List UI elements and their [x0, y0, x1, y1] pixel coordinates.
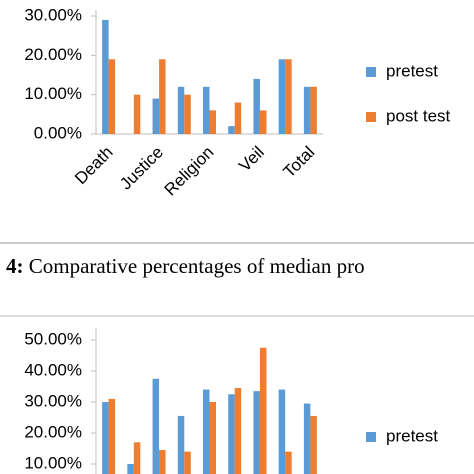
- bar: [127, 464, 134, 474]
- bar: [303, 403, 311, 474]
- x-tick-label: Total: [280, 143, 319, 182]
- legend-label: post test: [386, 106, 451, 125]
- bar: [259, 347, 267, 474]
- bar: [253, 391, 260, 474]
- bar: [159, 450, 166, 474]
- bar: [303, 86, 311, 134]
- bar: [310, 86, 317, 134]
- bar: [209, 402, 216, 474]
- bar: [285, 59, 292, 135]
- bar: [278, 389, 286, 474]
- caption-text: Comparative percentages of median pro: [29, 254, 365, 278]
- bar: [108, 398, 116, 474]
- bar: [177, 86, 185, 134]
- bar: [108, 59, 116, 135]
- bar: [177, 415, 185, 474]
- y-tick-label: 30.00%: [24, 5, 82, 24]
- y-tick-label: 20.00%: [24, 45, 82, 64]
- bar: [310, 415, 317, 474]
- y-tick-label: 20.00%: [24, 422, 82, 441]
- bar: [184, 94, 191, 134]
- x-tick-label: Justice: [116, 143, 167, 194]
- caption-number: 4:: [6, 254, 24, 278]
- bar: [278, 59, 286, 135]
- y-tick-label: 0.00%: [34, 123, 82, 142]
- bar: [184, 451, 191, 474]
- bar: [234, 388, 242, 474]
- bar: [159, 59, 166, 135]
- bar: [253, 78, 260, 134]
- bar: [228, 394, 235, 474]
- x-tick-label: Veil: [235, 143, 268, 176]
- bar: [203, 389, 210, 474]
- bar: [259, 110, 267, 134]
- caption: 4: Comparative percentages of median pro: [6, 254, 365, 278]
- x-tick-label: Death: [71, 143, 117, 189]
- bar: [209, 110, 216, 134]
- bar: [133, 442, 141, 474]
- legend-swatch: [366, 112, 376, 122]
- legend-swatch: [366, 67, 376, 77]
- y-tick-label: 30.00%: [24, 391, 82, 410]
- y-tick-label: 10.00%: [24, 84, 82, 103]
- bar: [152, 378, 160, 474]
- y-tick-label: 40.00%: [24, 360, 82, 379]
- bar: [228, 126, 235, 134]
- legend-label: pretest: [386, 61, 438, 80]
- bar: [234, 102, 242, 134]
- bar: [285, 451, 292, 474]
- bar: [152, 98, 160, 134]
- y-tick-label: 10.00%: [24, 453, 82, 472]
- bar: [102, 402, 109, 474]
- bar: [102, 19, 109, 134]
- y-tick-label: 50.00%: [24, 329, 82, 348]
- bar: [133, 94, 141, 134]
- legend-label: pretest: [386, 426, 438, 445]
- bar: [203, 86, 210, 134]
- legend-swatch: [366, 432, 376, 442]
- x-tick-label: Religion: [161, 143, 218, 200]
